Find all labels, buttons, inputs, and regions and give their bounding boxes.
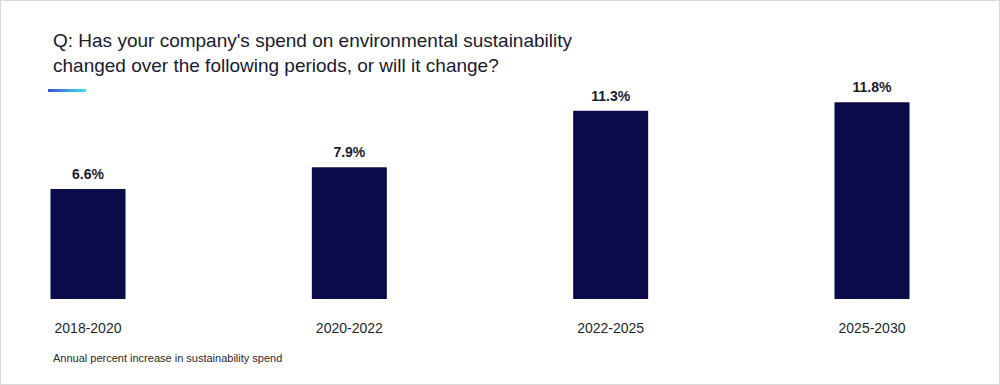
svg-text:2022-2025: 2022-2025 — [577, 320, 644, 336]
svg-text:2020-2022: 2020-2022 — [316, 320, 383, 336]
svg-text:changed over the following per: changed over the following periods, or w… — [53, 55, 499, 76]
svg-text:2025-2030: 2025-2030 — [839, 320, 906, 336]
svg-text:7.9%: 7.9% — [333, 144, 365, 160]
svg-text:Q: Has your company's spend on: Q: Has your company's spend on environme… — [53, 30, 577, 51]
svg-text:11.8%: 11.8% — [853, 79, 892, 95]
svg-text:6.6%: 6.6% — [72, 166, 104, 182]
svg-text:11.3%: 11.3% — [591, 88, 630, 104]
svg-text:Annual percent increase in sus: Annual percent increase in sustainabilit… — [53, 352, 282, 364]
svg-text:2018-2020: 2018-2020 — [55, 320, 122, 336]
